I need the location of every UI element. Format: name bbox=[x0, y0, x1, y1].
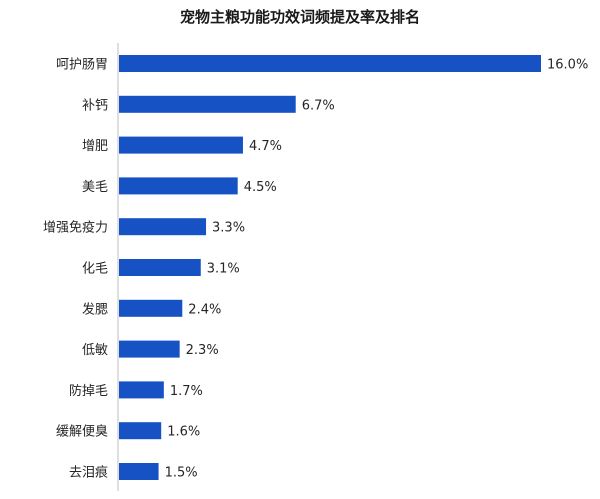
category-label: 低敏 bbox=[82, 343, 108, 358]
value-label: 1.6% bbox=[167, 425, 200, 440]
bar bbox=[119, 340, 180, 358]
value-label: 6.7% bbox=[302, 98, 335, 113]
bar bbox=[119, 299, 183, 317]
value-label: 1.7% bbox=[170, 384, 203, 399]
value-label: 2.4% bbox=[188, 302, 221, 317]
bar bbox=[119, 136, 243, 154]
bar bbox=[119, 422, 162, 440]
category-label: 增肥 bbox=[82, 139, 108, 154]
bar bbox=[119, 463, 159, 480]
bar bbox=[119, 177, 238, 195]
value-label: 2.3% bbox=[186, 343, 219, 358]
value-label: 16.0% bbox=[547, 58, 588, 73]
value-label: 4.7% bbox=[249, 139, 282, 154]
bar bbox=[119, 55, 541, 72]
category-label: 补钙 bbox=[82, 98, 108, 113]
value-label: 3.3% bbox=[212, 221, 245, 236]
bar bbox=[119, 381, 164, 399]
category-label: 防掉毛 bbox=[69, 383, 108, 399]
bar bbox=[119, 218, 207, 236]
value-label: 4.5% bbox=[244, 180, 277, 195]
category-label: 美毛 bbox=[82, 180, 108, 195]
category-label: 化毛 bbox=[82, 262, 108, 277]
category-label: 呵护肠胃 bbox=[56, 58, 108, 73]
category-label: 增强免疫力 bbox=[43, 220, 108, 236]
value-label: 3.1% bbox=[207, 262, 240, 277]
chart-title: 宠物主粮功能功效词频提及率及排名 bbox=[179, 8, 420, 26]
category-label: 缓解便臭 bbox=[56, 425, 108, 440]
value-label: 1.5% bbox=[165, 466, 198, 481]
bar bbox=[119, 259, 201, 276]
bar bbox=[119, 95, 296, 113]
category-label: 发腮 bbox=[82, 301, 108, 317]
category-label: 去泪痕 bbox=[69, 465, 108, 481]
